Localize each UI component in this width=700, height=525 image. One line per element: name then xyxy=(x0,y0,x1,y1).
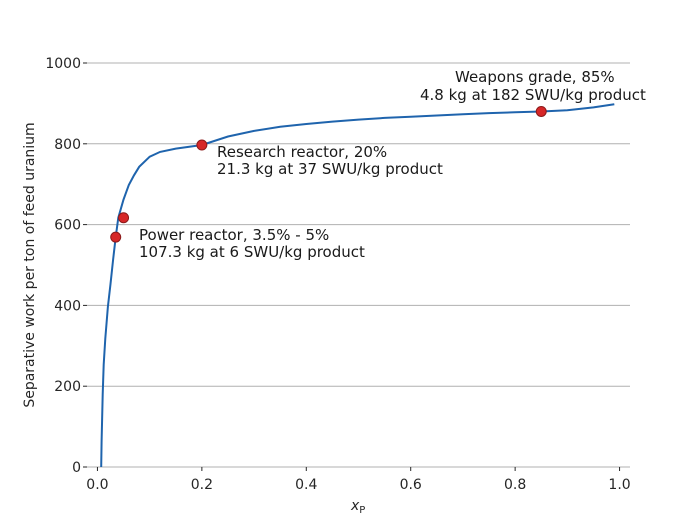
x-axis-label-subscript: P xyxy=(359,505,365,516)
annotation-weapons-grade-line2: 4.8 kg at 182 SWU/kg product xyxy=(420,86,646,104)
x-tick-label: 0.0 xyxy=(86,477,108,493)
x-ticks: 0.0 0.2 0.4 0.6 0.8 1.0 xyxy=(86,467,631,493)
x-axis-label-main: x xyxy=(350,498,360,514)
x-tick-label: 0.8 xyxy=(504,477,526,493)
annotation-research-reactor-line1: Research reactor, 20% xyxy=(217,143,387,161)
data-points xyxy=(110,105,547,243)
y-axis-label: Separative work per ton of feed uranium xyxy=(22,122,38,407)
y-ticks: 0 200 400 600 800 1000 xyxy=(45,56,87,476)
y-tick-label: 400 xyxy=(54,298,81,314)
gridlines xyxy=(87,62,630,468)
data-point xyxy=(118,212,130,224)
data-point xyxy=(110,231,122,243)
x-tick-label: 0.2 xyxy=(191,477,213,493)
x-tick-label: 1.0 xyxy=(608,477,630,493)
x-axis-label: xP xyxy=(350,498,365,516)
y-tick-label: 600 xyxy=(54,218,81,234)
annotation-power-reactor-line1: Power reactor, 3.5% - 5% xyxy=(139,226,329,244)
separative-work-line xyxy=(100,103,615,468)
data-point xyxy=(196,139,208,151)
annotation-power-reactor-line2: 107.3 kg at 6 SWU/kg product xyxy=(139,243,365,261)
x-tick-label: 0.4 xyxy=(295,477,317,493)
y-tick-label: 200 xyxy=(54,379,81,395)
data-point xyxy=(535,105,547,117)
annotation-research-reactor-line2: 21.3 kg at 37 SWU/kg product xyxy=(217,160,443,178)
y-tick-label: 0 xyxy=(72,460,81,476)
y-tick-label: 800 xyxy=(54,137,81,153)
x-tick-label: 0.6 xyxy=(400,477,422,493)
annotation-weapons-grade-line1: Weapons grade, 85% xyxy=(455,68,615,86)
y-tick-label: 1000 xyxy=(45,56,81,72)
